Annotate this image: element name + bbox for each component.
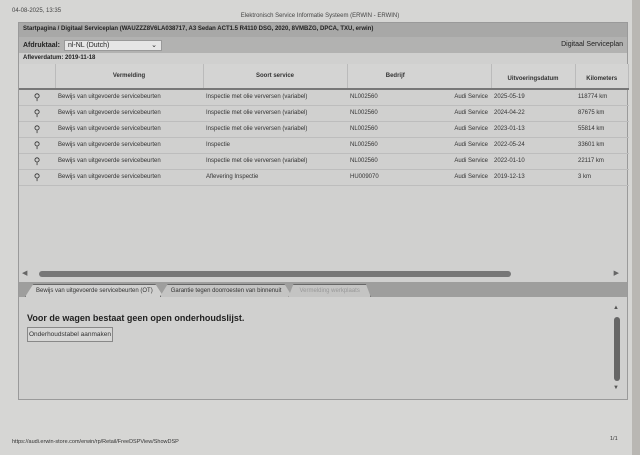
delivery-date: Afleverdatum: 2019-11-18 <box>23 55 96 61</box>
company-cell: Audi Service <box>443 137 491 154</box>
entry-cell: Bewijs van uitgevoerde servicebeurten <box>55 105 203 122</box>
section-title: Digitaal Serviceplan <box>561 41 623 48</box>
language-bar: Afdruktaal: nl-NL (Dutch) ⌄ Digitaal Ser… <box>19 37 627 53</box>
table-row[interactable]: ⚲ Bewijs van uitgevoerde servicebeurten In… <box>19 121 629 138</box>
company-id-cell: NL002560 <box>347 137 443 154</box>
table-row[interactable]: ⚲ Bewijs van uitgevoerde servicebeurten In… <box>19 137 629 154</box>
service-cell: Inspectie <box>203 137 347 154</box>
service-cell: Inspectie met olie verversen (variabel) <box>203 89 347 106</box>
table-row[interactable]: ⚲ Bewijs van uitgevoerde servicebeurten Af… <box>19 169 629 186</box>
tab-bar: Bewijs van uitgevoerde servicebeurten (O… <box>19 282 627 297</box>
km-cell: 118774 km <box>575 89 629 106</box>
km-cell: 33601 km <box>575 137 629 154</box>
view-icon[interactable]: ⚲ <box>19 89 55 106</box>
tab-content: Voor de wagen bestaat geen open onderhou… <box>19 297 627 400</box>
column-header-bedrijf-id[interactable]: Bedrijf <box>347 64 443 90</box>
tab-servicebeurten[interactable]: Bewijs van uitgevoerde servicebeurten (O… <box>25 284 164 297</box>
service-cell: Inspectie met olie verversen (variabel) <box>203 121 347 138</box>
vertical-scrollbar[interactable]: ▲ ▼ <box>613 305 621 391</box>
company-id-cell: NL002560 <box>347 153 443 170</box>
company-cell: Audi Service <box>443 153 491 170</box>
page-number: 1/1 <box>610 436 618 442</box>
scroll-right-icon[interactable]: ▶ <box>613 270 619 277</box>
app-frame: Startpagina / Digitaal Serviceplan (WAUZ… <box>18 22 629 400</box>
tab-vermelding-werkplaats: Vermelding werkplaats <box>288 284 371 297</box>
service-cell: Inspectie met olie verversen (variabel) <box>203 153 347 170</box>
date-cell: 2022-05-24 <box>491 137 575 154</box>
column-header-kilometers[interactable]: Kilometers <box>575 64 629 90</box>
chevron-down-icon: ⌄ <box>151 41 157 49</box>
column-header-view <box>19 64 56 90</box>
column-header-soort-service[interactable]: Soort service <box>203 64 348 90</box>
no-maintenance-message: Voor de wagen bestaat geen open onderhou… <box>27 313 245 323</box>
company-id-cell: NL002560 <box>347 89 443 106</box>
company-id-cell: NL002560 <box>347 105 443 122</box>
date-cell: 2025-05-19 <box>491 89 575 106</box>
column-header-uitvoeringsdatum[interactable]: Uitvoeringsdatum <box>491 64 576 90</box>
view-icon[interactable]: ⚲ <box>19 105 55 122</box>
horizontal-scrollbar[interactable]: ◀ ▶ <box>19 268 627 280</box>
language-value: nl-NL (Dutch) <box>67 41 110 49</box>
company-cell: Audi Service <box>443 89 491 106</box>
scroll-left-icon[interactable]: ◀ <box>22 270 28 277</box>
view-icon[interactable]: ⚲ <box>19 169 55 186</box>
view-icon[interactable]: ⚲ <box>19 153 55 170</box>
scroll-up-icon[interactable]: ▲ <box>613 305 619 311</box>
column-header-vermelding[interactable]: Vermelding <box>55 64 204 90</box>
print-datetime: 04-08-2025, 13:35 <box>12 8 62 14</box>
page-url: https://audi.erwin-store.com/erwin/rp/Re… <box>12 439 179 445</box>
table-row[interactable]: ⚲ Bewijs van uitgevoerde servicebeurten In… <box>19 105 629 122</box>
language-label: Afdruktaal: <box>23 41 60 49</box>
company-cell: Audi Service <box>443 169 491 186</box>
km-cell: 3 km <box>575 169 629 186</box>
entry-cell: Bewijs van uitgevoerde servicebeurten <box>55 169 203 186</box>
company-cell: Audi Service <box>443 105 491 122</box>
date-cell: 2019-12-13 <box>491 169 575 186</box>
company-id-cell: HU009070 <box>347 169 443 186</box>
table-header: Vermelding Soort service Bedrijf Uitvoer… <box>19 64 629 90</box>
tab-garantie[interactable]: Garantie tegen doorroesten van binnenuit <box>159 284 293 297</box>
date-cell: 2022-01-10 <box>491 153 575 170</box>
column-header-bedrijf[interactable] <box>443 64 492 90</box>
create-maintenance-table-button[interactable]: Onderhoudstabel aanmaken <box>27 327 114 342</box>
entry-cell: Bewijs van uitgevoerde servicebeurten <box>55 89 203 106</box>
table-row[interactable]: ⚲ Bewijs van uitgevoerde servicebeurten In… <box>19 89 629 106</box>
language-select[interactable]: nl-NL (Dutch) ⌄ <box>63 39 162 51</box>
view-icon[interactable]: ⚲ <box>19 121 55 138</box>
scroll-thumb[interactable] <box>39 271 511 277</box>
service-table: Vermelding Soort service Bedrijf Uitvoer… <box>19 64 629 186</box>
date-cell: 2024-04-22 <box>491 105 575 122</box>
company-cell: Audi Service <box>443 121 491 138</box>
km-cell: 87675 km <box>575 105 629 122</box>
scroll-down-icon[interactable]: ▼ <box>613 385 619 391</box>
service-cell: Inspectie met olie verversen (variabel) <box>203 105 347 122</box>
km-cell: 55814 km <box>575 121 629 138</box>
entry-cell: Bewijs van uitgevoerde servicebeurten <box>55 137 203 154</box>
print-title: Elektronisch Service Informatie Systeem … <box>240 13 400 19</box>
view-icon[interactable]: ⚲ <box>19 137 55 154</box>
entry-cell: Bewijs van uitgevoerde servicebeurten <box>55 121 203 138</box>
km-cell: 22117 km <box>575 153 629 170</box>
entry-cell: Bewijs van uitgevoerde servicebeurten <box>55 153 203 170</box>
table-row[interactable]: ⚲ Bewijs van uitgevoerde servicebeurten In… <box>19 153 629 170</box>
breadcrumb[interactable]: Startpagina / Digitaal Serviceplan (WAUZ… <box>19 23 627 37</box>
service-cell: Aflevering Inspectie <box>203 169 347 186</box>
scroll-thumb[interactable] <box>614 317 620 381</box>
company-id-cell: NL002560 <box>347 121 443 138</box>
date-cell: 2023-01-13 <box>491 121 575 138</box>
